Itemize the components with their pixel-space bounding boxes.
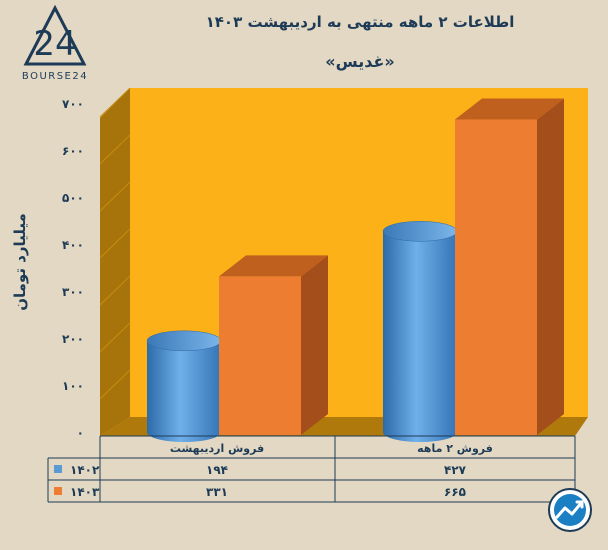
y-tick-label: ۴۰۰ [62, 238, 84, 252]
chart-subtitle: «غدیس» [325, 52, 394, 71]
grid-lines [99, 87, 131, 400]
grid-line [99, 275, 131, 306]
trend-badge-icon [548, 488, 592, 532]
category-label: فروش اردیبهشت [170, 442, 264, 455]
logo-triangle-shape [23, 4, 87, 66]
y-tick-label: ۵۰۰ [62, 191, 84, 205]
grid-line [99, 228, 131, 259]
category-label: فروش ۲ ماهه [417, 442, 493, 455]
bar-1-series-1 [146, 330, 222, 442]
y-tick-label: ۳۰۰ [62, 285, 84, 299]
legend-swatch [54, 487, 62, 495]
bars [146, 98, 564, 442]
data-table: فروش اردیبهشت فروش ۲ ماهه ۱۴۰۲ ۱۹۴ ۴۲۷ ۱۴۰۳ ۳۳… [47, 435, 576, 503]
bar-1-series-2 [219, 255, 328, 435]
grid-line [99, 181, 131, 212]
data-label: ۴۲۷ [444, 463, 467, 477]
data-label: ۶۶۵ [444, 485, 466, 499]
y-tick-label: ۷۰۰ [62, 97, 84, 111]
bourse24-logo: 24 BOURSE24 [22, 4, 88, 82]
data-label: ۳۳۱ [206, 485, 228, 499]
legend-swatch [54, 465, 62, 473]
bar-2-series-1 [382, 221, 458, 442]
bar-2-series-2 [455, 98, 564, 435]
logo-text: BOURSE24 [22, 71, 88, 82]
plot-side-wall [100, 88, 130, 436]
chart-title: اطلاعات ۲ ماهه منتهی به اردیبهشت ۱۴۰۳ [206, 13, 515, 31]
grid-line [99, 87, 131, 118]
y-axis-label: میلیارد تومان [11, 213, 29, 311]
grid-line [99, 134, 131, 165]
grid-line [99, 322, 131, 353]
data-label: ۱۹۴ [206, 463, 228, 477]
grid-line [99, 369, 131, 400]
y-tick-label: ۶۰۰ [62, 144, 84, 158]
y-tick-label: ۰ [77, 426, 84, 440]
y-tick-label: ۲۰۰ [62, 332, 84, 346]
y-axis-ticks: ۰ ۱۰۰ ۲۰۰ ۳۰۰ ۴۰۰ ۵۰۰ ۶۰۰ ۷۰۰ [62, 97, 84, 440]
y-tick-label: ۱۰۰ [62, 379, 84, 393]
legend-series-name: ۱۴۰۳ [70, 485, 100, 499]
legend-series-name: ۱۴۰۲ [70, 463, 100, 477]
logo-mark: 24 [33, 24, 76, 64]
